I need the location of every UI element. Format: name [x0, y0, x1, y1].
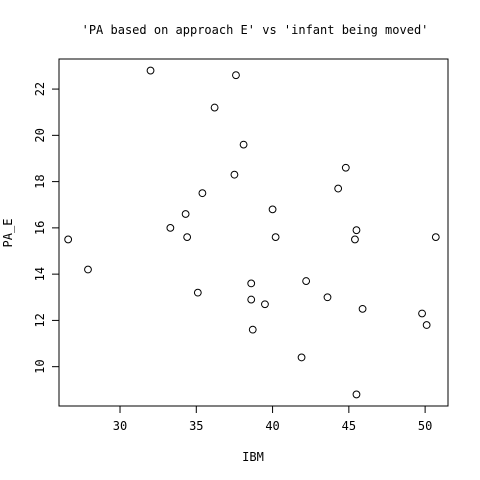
data-point [181, 210, 190, 218]
data-point [271, 233, 280, 242]
data-point [352, 390, 361, 399]
x-tick-label: 40 [265, 419, 279, 433]
x-axis-label: IBM [242, 450, 264, 464]
x-tick-label: 35 [189, 419, 203, 433]
data-point [297, 353, 306, 362]
y-axis: 10 12 14 16 18 20 22 [33, 82, 59, 374]
data-point [352, 226, 361, 235]
data-point [341, 163, 350, 172]
y-tick-label: 14 [33, 267, 47, 281]
y-tick-label: 12 [33, 313, 47, 327]
data-point [232, 71, 240, 80]
points-layer [64, 66, 440, 399]
data-point [247, 295, 256, 304]
x-tick-label: 45 [342, 419, 356, 433]
chart-title: 'PA based on approach E' vs 'infant bein… [82, 23, 429, 37]
data-point [431, 233, 440, 242]
data-point [166, 223, 175, 232]
data-point [210, 103, 219, 112]
y-tick-label: 22 [33, 82, 47, 96]
data-point [261, 300, 269, 309]
plot-frame [58, 58, 449, 407]
data-point [422, 321, 431, 329]
data-point [247, 279, 256, 288]
x-tick-label: 50 [418, 419, 432, 433]
data-point [358, 304, 367, 313]
y-tick-label: 18 [33, 174, 47, 188]
data-point [198, 189, 207, 198]
data-point [230, 170, 239, 179]
y-axis-label: PA_E [1, 219, 15, 248]
data-point [146, 66, 155, 75]
data-point [334, 184, 343, 193]
data-point [183, 233, 192, 242]
data-point [248, 325, 257, 334]
data-point [64, 235, 73, 244]
x-axis: 30 35 40 45 50 [113, 406, 432, 433]
data-point [351, 235, 359, 244]
data-point [268, 205, 277, 214]
y-tick-label: 16 [33, 221, 47, 235]
data-point [193, 288, 202, 297]
data-point [302, 277, 311, 285]
data-point [418, 309, 426, 318]
x-tick-label: 30 [113, 419, 127, 433]
y-tick-label: 20 [33, 128, 47, 142]
data-point [84, 265, 92, 274]
data-point [323, 293, 332, 302]
data-point [239, 140, 248, 149]
y-tick-label: 10 [33, 359, 47, 373]
